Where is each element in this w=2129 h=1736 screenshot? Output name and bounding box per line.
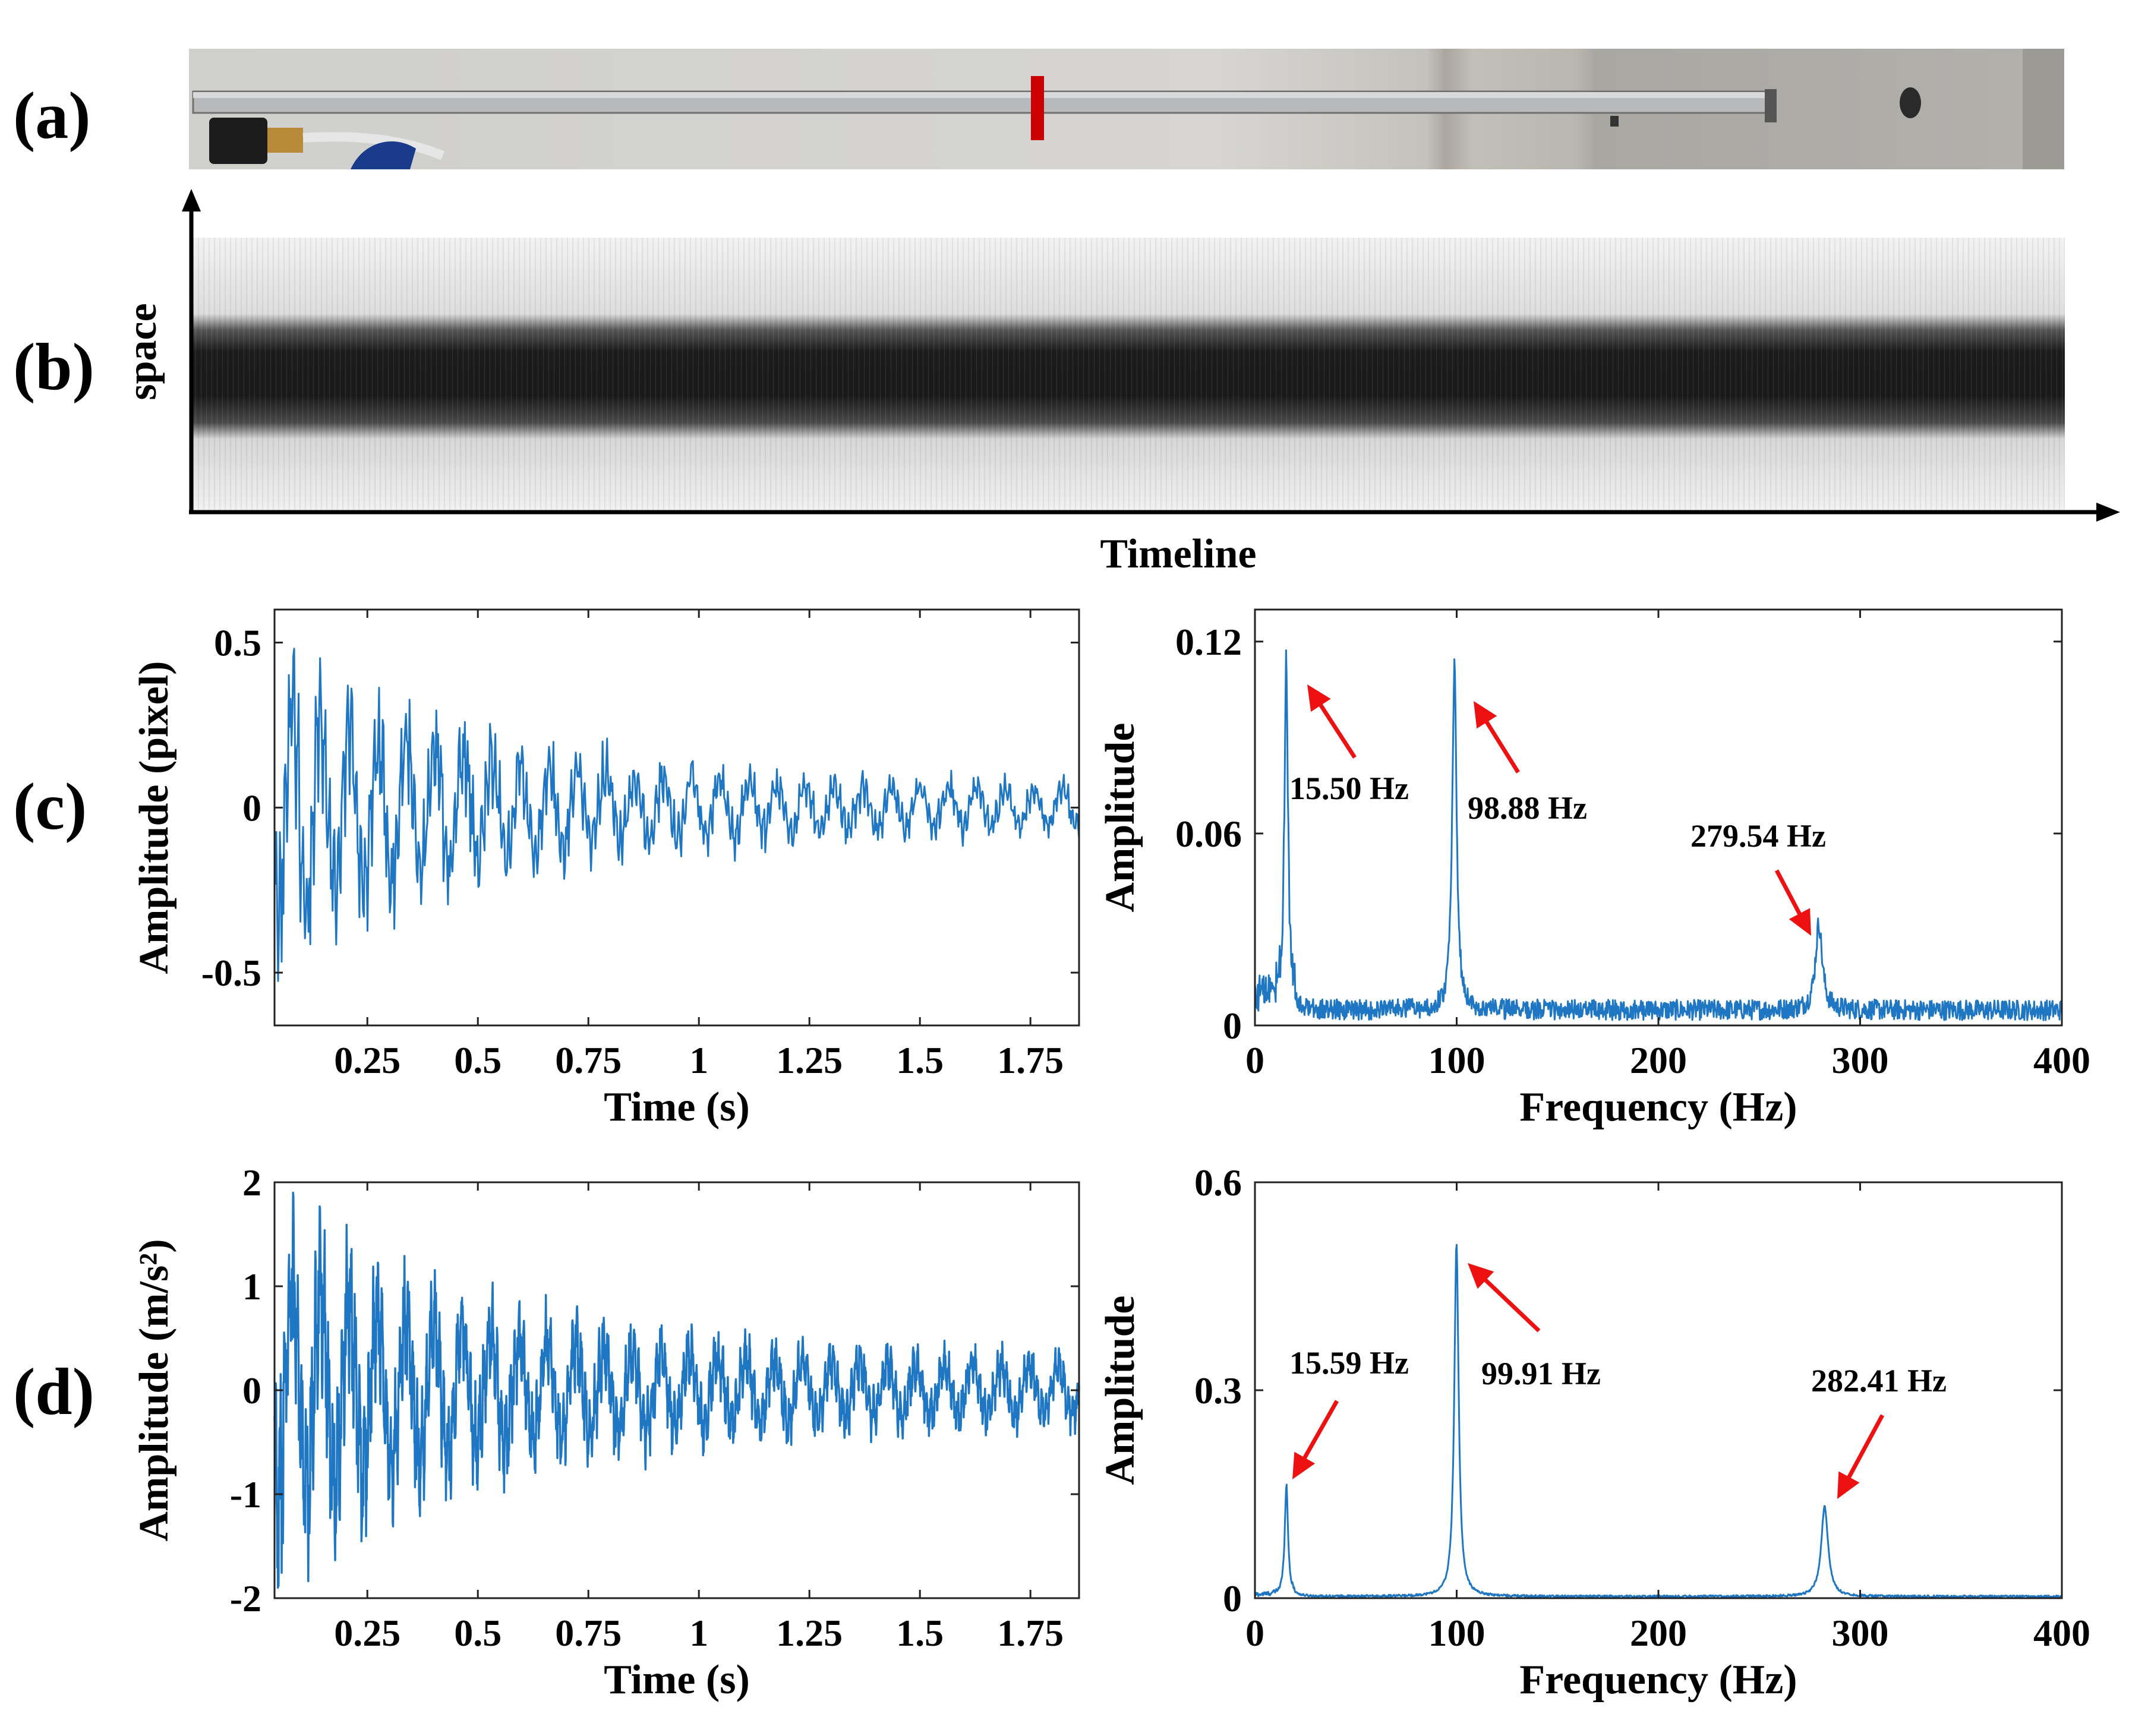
beam-fixture	[1765, 89, 1777, 122]
y-axis-title: Amplitude	[1097, 1296, 1143, 1485]
x-tick-label: 1.5	[896, 1039, 944, 1081]
spatiotemporal-image	[191, 238, 2065, 510]
x-tick-label: 1	[689, 1612, 708, 1654]
y-tick-label: 0.3	[1194, 1369, 1242, 1412]
data-trace	[1254, 649, 2063, 1021]
bolt-hole	[1900, 87, 1921, 118]
peak-label: 282.41 Hz	[1811, 1363, 1947, 1399]
y-tick-label: 0	[1223, 1577, 1242, 1620]
peak-arrow	[1841, 1414, 1885, 1490]
x-tick-label: 0.25	[334, 1039, 400, 1081]
peak-label: 15.50 Hz	[1289, 771, 1409, 806]
x-axis-title: Time (s)	[604, 1084, 750, 1130]
panel-label-d: (d)	[13, 1355, 94, 1429]
sensor-cable	[302, 132, 445, 160]
y-tick-label: -1	[230, 1473, 261, 1516]
beam-highlight	[193, 92, 1774, 98]
x-tick-label: 0.5	[454, 1039, 502, 1081]
peak-label: 99.91 Hz	[1481, 1356, 1601, 1391]
y-axis-title: Amplitude (pixel)	[131, 661, 177, 974]
space-axis-arrow-icon	[182, 189, 201, 212]
beam-photo	[189, 49, 2064, 169]
x-tick-label: 0.25	[334, 1612, 400, 1654]
x-axis-title: Time (s)	[604, 1657, 750, 1703]
timeline-axis-arrow-icon	[2096, 503, 2120, 522]
time-domain-chart-d: 0.25 0.5 0.75 1 1.25 1.5 1.75 -2 -1 0 1 2 Time (s) Am…	[131, 1161, 1080, 1703]
x-tick-label: 1.25	[776, 1039, 843, 1081]
space-axis-label: space	[119, 303, 165, 400]
x-tick-label: 0.75	[555, 1039, 622, 1081]
x-tick-label: 1.75	[997, 1612, 1064, 1654]
band-texture	[191, 238, 2065, 510]
x-tick-label: 1.25	[776, 1612, 843, 1654]
peak-arrowhead-icon	[1789, 908, 1811, 936]
data-trace	[273, 648, 1080, 982]
x-tick-label: 0.75	[555, 1612, 622, 1654]
peak-label: 15.59 Hz	[1289, 1345, 1409, 1381]
y-tick-label: -0.5	[201, 952, 261, 994]
peak-arrowhead-icon	[1474, 701, 1497, 729]
y-tick-label: 0.5	[214, 622, 261, 664]
cable-clip	[351, 141, 416, 169]
y-tick-label: -2	[230, 1577, 261, 1620]
x-axis-title: Frequency (Hz)	[1519, 1657, 1797, 1703]
peak-arrowhead-icon	[1292, 1451, 1316, 1479]
x-tick-label: 1.5	[896, 1612, 944, 1654]
x-axis-title: Frequency (Hz)	[1519, 1084, 1797, 1130]
x-tick-label: 200	[1630, 1039, 1687, 1081]
y-tick-label: 0.12	[1175, 621, 1242, 663]
data-trace	[1254, 1243, 2063, 1599]
peak-label: 98.88 Hz	[1468, 790, 1587, 826]
clamp-block	[2023, 49, 2064, 169]
x-tick-label: 200	[1630, 1612, 1687, 1654]
sensor-connector	[267, 128, 303, 153]
x-tick-label: 100	[1428, 1612, 1485, 1654]
time-domain-chart-c: 0.25 0.5 0.75 1 1.25 1.5 1.75 -0.5 0 0.5 Time (s) A…	[131, 608, 1080, 1130]
frequency-chart-c: 0 100 200 300 400 0 0.06 0.12 Frequency (Hz) Ampl…	[1097, 608, 2090, 1130]
peak-arrowhead-icon	[1307, 684, 1331, 712]
x-tick-label: 0	[1245, 1039, 1264, 1081]
plot-frame	[273, 608, 1080, 1027]
frequency-chart-d: 0 100 200 300 400 0 0.3 0.6 Frequency (Hz) Amplit…	[1097, 1161, 2090, 1703]
bolt-head	[1610, 116, 1619, 127]
peak-label: 279.54 Hz	[1690, 818, 1826, 854]
timeline-axis-label: Timeline	[1100, 531, 1256, 577]
x-tick-label: 300	[1832, 1039, 1889, 1081]
y-tick-label: 2	[242, 1161, 261, 1204]
y-axis-title: Amplitude (m/s²)	[131, 1239, 177, 1541]
x-tick-label: 300	[1832, 1612, 1889, 1654]
measurement-point-marker	[1031, 76, 1044, 140]
x-tick-label: 0.5	[454, 1612, 502, 1654]
y-tick-label: 0	[242, 787, 261, 829]
x-tick-label: 400	[2033, 1612, 2090, 1654]
panel-label-a: (a)	[13, 79, 91, 153]
x-tick-label: 1.75	[997, 1039, 1064, 1081]
y-tick-label: 1	[242, 1265, 261, 1308]
panel-label-b: (b)	[13, 330, 94, 404]
y-tick-label: 0.6	[1194, 1161, 1242, 1204]
peak-arrowhead-icon	[1468, 1263, 1494, 1289]
y-axis-title: Amplitude	[1097, 723, 1143, 913]
x-tick-label: 0	[1245, 1612, 1264, 1654]
data-trace	[273, 1191, 1080, 1589]
accelerometer	[209, 118, 267, 164]
panel-label-c: (c)	[13, 770, 87, 844]
y-tick-label: 0	[1223, 1005, 1242, 1047]
peak-arrowhead-icon	[1837, 1471, 1860, 1499]
x-tick-label: 100	[1428, 1039, 1485, 1081]
peak-arrow	[1474, 1270, 1541, 1333]
y-tick-label: 0	[242, 1369, 261, 1412]
plot-frame	[1254, 608, 2063, 1027]
y-tick-label: 0.06	[1175, 813, 1242, 855]
x-tick-label: 1	[689, 1039, 708, 1081]
x-tick-label: 400	[2033, 1039, 2090, 1081]
